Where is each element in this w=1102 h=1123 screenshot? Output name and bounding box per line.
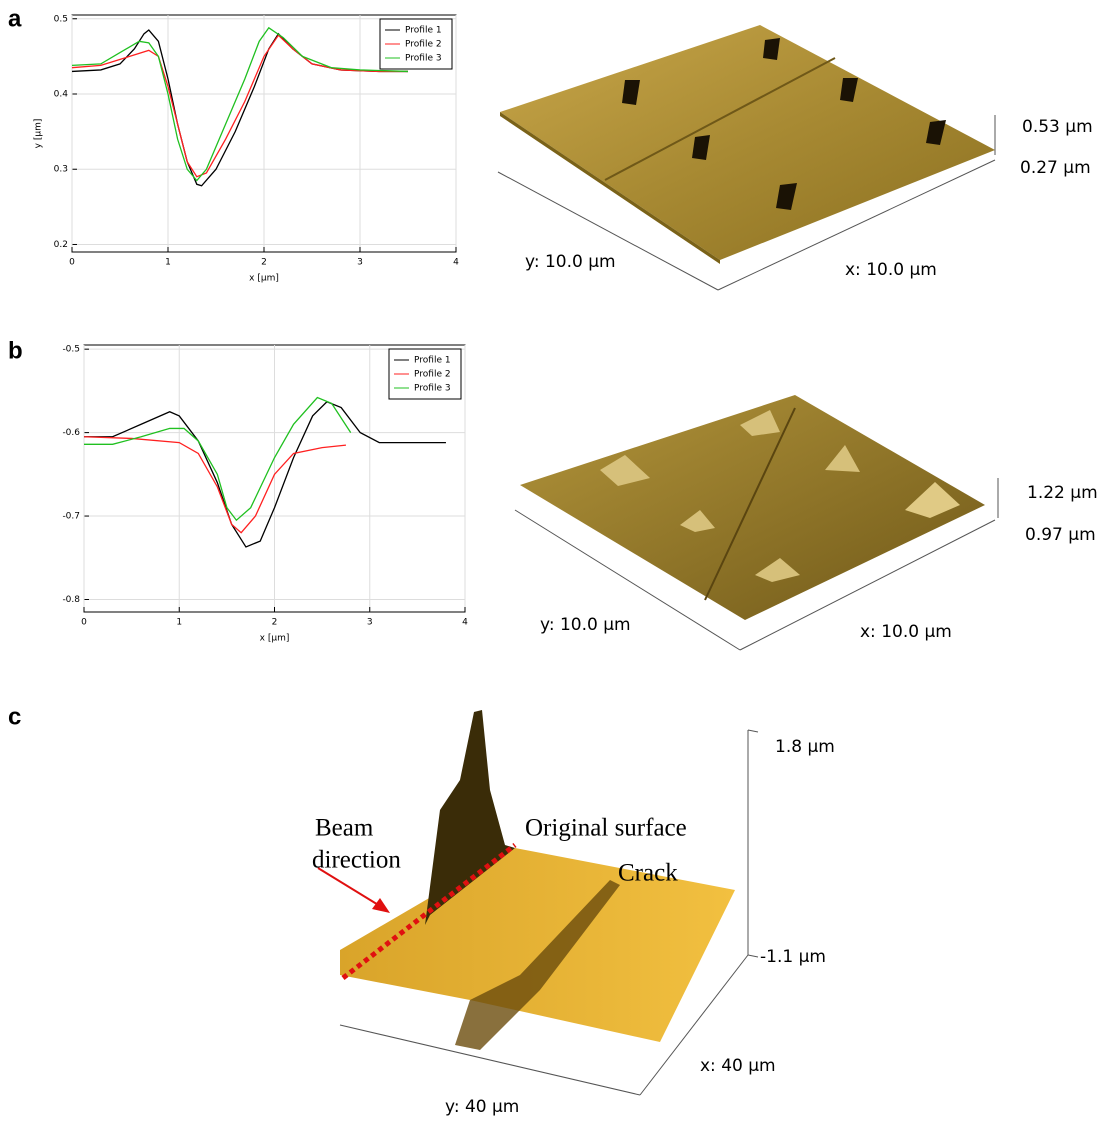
z-label: -1.1 µm xyxy=(760,947,826,967)
x-tick-label: 4 xyxy=(453,258,459,268)
series-line xyxy=(84,398,351,521)
x-tick-label: 2 xyxy=(261,258,267,268)
legend-label: Profile 1 xyxy=(414,356,451,366)
legend-label: Profile 3 xyxy=(405,54,442,64)
z-label: 0.53 µm xyxy=(1022,117,1093,137)
panel-label: a xyxy=(8,5,22,32)
axis-label: x: 40 µm xyxy=(700,1056,776,1076)
axis-label: x: 10.0 µm xyxy=(860,622,952,642)
x-tick-label: 1 xyxy=(176,618,182,628)
x-tick-label: 4 xyxy=(462,618,468,628)
x-tick-label: 0 xyxy=(69,258,75,268)
x-tick-label: 2 xyxy=(272,618,278,628)
series-line xyxy=(84,437,346,533)
x-tick-label: 3 xyxy=(357,258,363,268)
surface-3d xyxy=(318,710,758,1095)
z-label: 1.8 µm xyxy=(775,737,835,757)
x-tick-label: 3 xyxy=(367,618,373,628)
y-tick-label: -0.6 xyxy=(62,428,80,438)
panel-label: c xyxy=(8,703,21,730)
axis-label: y: 10.0 µm xyxy=(525,252,616,272)
y-tick-label: -0.8 xyxy=(62,595,80,605)
annotation: Original surface xyxy=(525,815,687,842)
surface-3d xyxy=(498,25,995,290)
surface-3d xyxy=(515,395,998,650)
z-label: 0.27 µm xyxy=(1020,158,1091,178)
annotation: direction xyxy=(312,847,401,874)
figure: a b c 0.53 µm 0.27 µm y: 10.0 µm x: 10.0… xyxy=(0,0,1102,1119)
y-axis-label: y [µm] xyxy=(34,119,44,149)
annotation: Beam xyxy=(315,815,374,842)
legend-label: Profile 3 xyxy=(414,384,451,394)
series-line xyxy=(72,28,408,181)
axis-label: y: 10.0 µm xyxy=(540,615,631,635)
y-tick-label: 0.2 xyxy=(54,240,68,250)
z-label: 0.97 µm xyxy=(1025,525,1096,545)
z-label: 1.22 µm xyxy=(1027,483,1098,503)
axis-label: x: 10.0 µm xyxy=(845,260,937,280)
y-tick-label: 0.5 xyxy=(54,14,68,24)
annotation: Crack xyxy=(618,860,678,887)
axis-label: y: 40 µm xyxy=(445,1097,519,1117)
x-axis-label: x [µm] xyxy=(249,274,279,284)
series-line xyxy=(72,30,408,186)
legend-label: Profile 1 xyxy=(405,26,442,36)
panel-label: b xyxy=(8,337,23,364)
x-axis-label: x [µm] xyxy=(260,634,290,644)
x-tick-label: 1 xyxy=(165,258,171,268)
y-tick-label: -0.7 xyxy=(62,512,80,522)
y-tick-label: -0.5 xyxy=(62,345,80,355)
series-line xyxy=(72,35,408,176)
y-tick-label: 0.4 xyxy=(54,90,69,100)
series-line xyxy=(84,402,446,547)
legend-label: Profile 2 xyxy=(405,40,442,50)
x-tick-label: 0 xyxy=(81,618,87,628)
y-tick-label: 0.3 xyxy=(54,165,68,175)
legend-label: Profile 2 xyxy=(414,370,451,380)
